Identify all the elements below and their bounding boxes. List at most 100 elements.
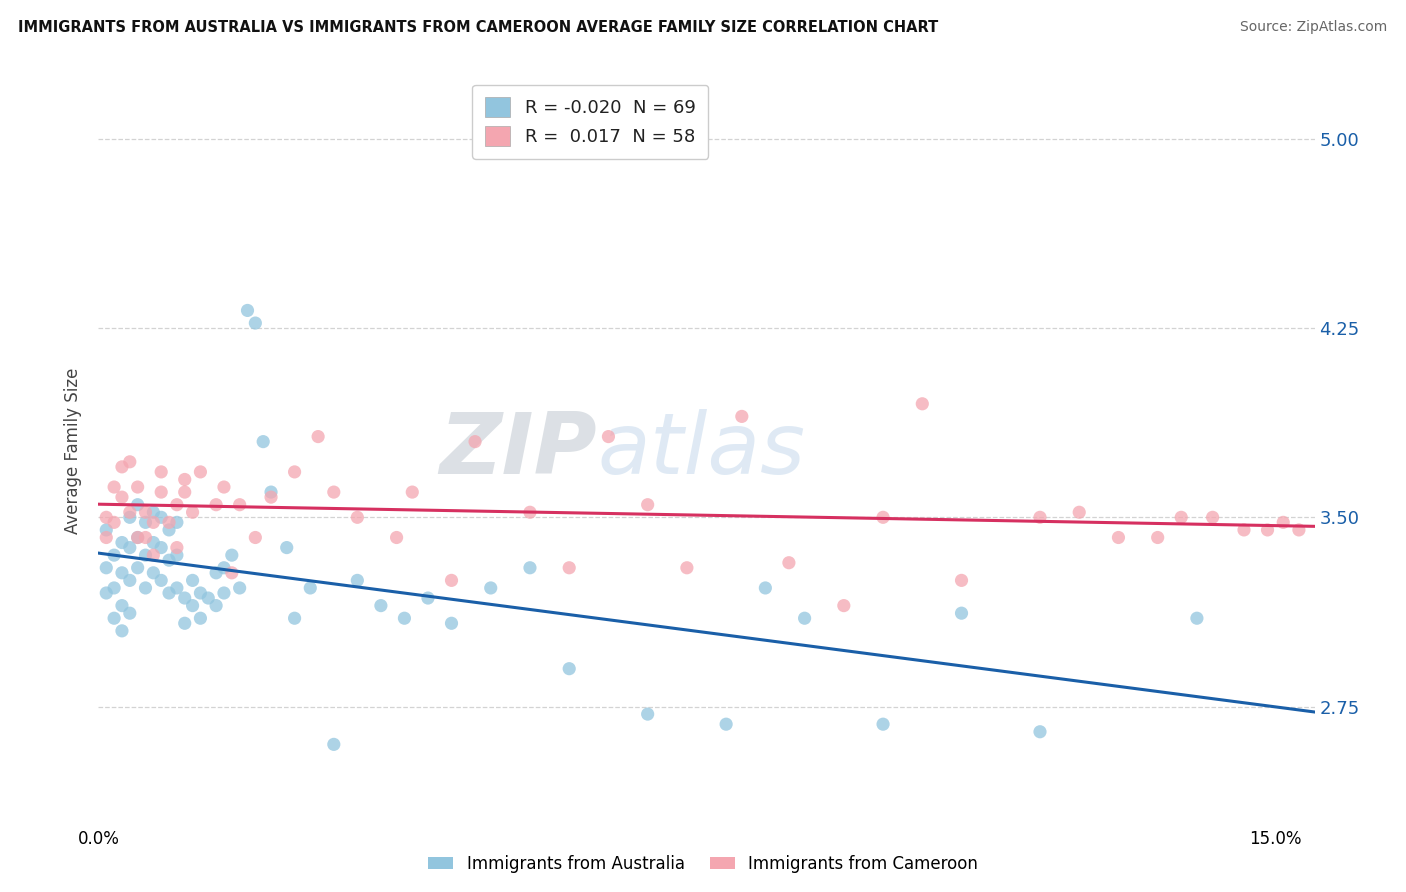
Point xyxy=(111,599,134,613)
Point xyxy=(676,561,699,575)
Point xyxy=(205,599,228,613)
Point xyxy=(127,531,149,545)
Point xyxy=(228,498,250,512)
Point xyxy=(103,581,125,595)
Point xyxy=(950,574,973,588)
Point xyxy=(142,505,165,519)
Text: IMMIGRANTS FROM AUSTRALIA VS IMMIGRANTS FROM CAMEROON AVERAGE FAMILY SIZE CORREL: IMMIGRANTS FROM AUSTRALIA VS IMMIGRANTS … xyxy=(18,20,939,35)
Point xyxy=(1201,510,1223,524)
Point xyxy=(134,548,156,562)
Point xyxy=(96,561,118,575)
Point xyxy=(260,490,283,504)
Point xyxy=(464,434,486,449)
Point xyxy=(181,505,204,519)
Point xyxy=(103,548,125,562)
Point xyxy=(637,707,659,722)
Point xyxy=(284,611,307,625)
Point xyxy=(96,531,118,545)
Point xyxy=(173,591,195,605)
Point xyxy=(118,606,141,620)
Point xyxy=(778,556,800,570)
Point xyxy=(479,581,502,595)
Point xyxy=(260,485,283,500)
Point xyxy=(440,616,463,631)
Point xyxy=(637,498,659,512)
Point xyxy=(150,574,173,588)
Point xyxy=(221,566,243,580)
Point xyxy=(142,566,165,580)
Point xyxy=(127,480,149,494)
Point xyxy=(96,510,118,524)
Point xyxy=(111,566,134,580)
Point xyxy=(245,531,267,545)
Point xyxy=(150,465,173,479)
Point xyxy=(1069,505,1091,519)
Point xyxy=(190,586,212,600)
Point xyxy=(245,316,267,330)
Point xyxy=(1029,724,1052,739)
Point xyxy=(322,737,344,751)
Point xyxy=(598,429,620,443)
Point xyxy=(346,574,368,588)
Point xyxy=(150,485,173,500)
Point xyxy=(173,485,195,500)
Point xyxy=(401,485,423,500)
Point xyxy=(1288,523,1310,537)
Point xyxy=(519,505,541,519)
Point xyxy=(103,611,125,625)
Point xyxy=(134,581,156,595)
Point xyxy=(127,561,149,575)
Point xyxy=(142,548,165,562)
Text: Source: ZipAtlas.com: Source: ZipAtlas.com xyxy=(1240,20,1388,34)
Point xyxy=(212,480,235,494)
Point xyxy=(205,566,228,580)
Text: atlas: atlas xyxy=(598,409,806,492)
Point xyxy=(385,531,408,545)
Point xyxy=(127,498,149,512)
Point xyxy=(142,535,165,549)
Point xyxy=(166,581,188,595)
Point xyxy=(221,548,243,562)
Point xyxy=(911,397,934,411)
Point xyxy=(173,616,195,631)
Point xyxy=(134,516,156,530)
Point xyxy=(440,574,463,588)
Y-axis label: Average Family Size: Average Family Size xyxy=(63,368,82,533)
Point xyxy=(307,429,329,443)
Point xyxy=(166,498,188,512)
Point xyxy=(1233,523,1256,537)
Point xyxy=(118,574,141,588)
Point xyxy=(118,505,141,519)
Point xyxy=(714,717,737,731)
Point xyxy=(1107,531,1129,545)
Point xyxy=(142,516,165,530)
Point xyxy=(1146,531,1168,545)
Point xyxy=(252,434,274,449)
Point xyxy=(416,591,439,605)
Point xyxy=(212,561,235,575)
Point xyxy=(394,611,416,625)
Point xyxy=(157,553,180,567)
Point xyxy=(157,523,180,537)
Point xyxy=(832,599,855,613)
Legend: R = -0.020  N = 69, R =  0.017  N = 58: R = -0.020 N = 69, R = 0.017 N = 58 xyxy=(472,85,709,159)
Point xyxy=(519,561,541,575)
Point xyxy=(166,541,188,555)
Point xyxy=(558,561,581,575)
Text: ZIP: ZIP xyxy=(440,409,598,492)
Point xyxy=(157,516,180,530)
Point xyxy=(190,611,212,625)
Point xyxy=(212,586,235,600)
Legend: Immigrants from Australia, Immigrants from Cameroon: Immigrants from Australia, Immigrants fr… xyxy=(422,848,984,880)
Point xyxy=(150,510,173,524)
Point xyxy=(134,505,156,519)
Point xyxy=(793,611,815,625)
Point xyxy=(1257,523,1279,537)
Point xyxy=(754,581,776,595)
Point xyxy=(346,510,368,524)
Point xyxy=(181,599,204,613)
Point xyxy=(1170,510,1192,524)
Point xyxy=(299,581,322,595)
Point xyxy=(276,541,298,555)
Point xyxy=(950,606,973,620)
